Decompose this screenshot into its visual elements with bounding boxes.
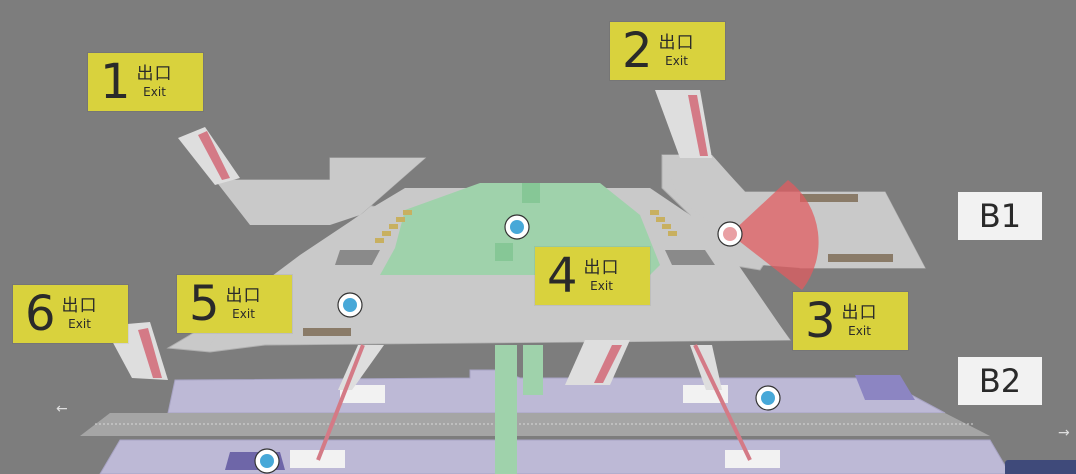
stairwell	[335, 250, 380, 265]
elevator-shaft	[495, 345, 517, 474]
stairwell	[665, 250, 715, 265]
exit-label: 出口 Exit	[61, 296, 98, 331]
current-position-icon[interactable]	[717, 221, 743, 247]
exit-number: 4	[547, 248, 578, 304]
exit-label-en: Exit	[143, 85, 166, 99]
exit-label: 出口 Exit	[225, 286, 262, 321]
exit-label: 出口 Exit	[136, 64, 173, 99]
location-pin-icon[interactable]	[254, 448, 280, 474]
exit-label-cjk: 出口	[658, 33, 695, 53]
exit-sign-4: 4 出口 Exit	[535, 247, 650, 305]
exit-sign-6: 6 出口 Exit	[13, 285, 128, 343]
ticket-gates-left	[375, 210, 412, 243]
b2-platform-upper	[167, 369, 946, 414]
exit-label-cjk: 出口	[61, 296, 98, 316]
elevator-icon	[855, 375, 915, 400]
exit-sign-3: 3 出口 Exit	[793, 292, 908, 350]
exit-label-cjk: 出口	[136, 64, 173, 84]
exit-label: 出口 Exit	[658, 33, 695, 68]
exit-2-stair	[655, 90, 712, 158]
b1-exit1-wing	[215, 158, 425, 225]
location-pin-icon[interactable]	[755, 385, 781, 411]
gate-block	[495, 243, 513, 261]
floor-label-b1: B1	[958, 192, 1042, 240]
b2-stair-landing	[725, 450, 780, 468]
b1-marker	[828, 254, 893, 262]
location-pin-icon[interactable]	[337, 292, 363, 318]
elevator-shaft	[523, 345, 543, 395]
b1-marker	[303, 328, 351, 336]
exit-label-cjk: 出口	[841, 303, 878, 323]
exit-number: 5	[189, 276, 220, 332]
exit-number: 6	[25, 286, 56, 342]
direction-left: ←	[56, 401, 68, 417]
exit-sign-2: 2 出口 Exit	[610, 22, 725, 80]
stair-link-right	[690, 344, 752, 461]
view-cone	[730, 180, 819, 290]
exit-3-stair	[565, 340, 630, 385]
exit-label-en: Exit	[590, 279, 613, 293]
exit-label-en: Exit	[232, 307, 255, 321]
floor-label-b2: B2	[958, 357, 1042, 405]
exit-label-cjk: 出口	[225, 286, 262, 306]
corner-badge	[1005, 460, 1076, 474]
stair-link-left	[316, 344, 384, 461]
exit-1-stair	[178, 127, 240, 185]
b1-marker	[800, 194, 858, 202]
location-pin-icon[interactable]	[504, 214, 530, 240]
exit-label-en: Exit	[68, 317, 91, 331]
exit-number: 2	[622, 23, 653, 79]
exit-sign-1: 1 出口 Exit	[88, 53, 203, 111]
exit-label-en: Exit	[848, 324, 871, 338]
gate-block	[522, 183, 540, 203]
exit-label-en: Exit	[665, 54, 688, 68]
direction-right: →	[1058, 425, 1070, 441]
exit-label: 出口 Exit	[583, 258, 620, 293]
exit-number: 3	[805, 293, 836, 349]
exit-number: 1	[100, 54, 131, 110]
ticket-gates-right	[650, 210, 677, 236]
arrow-left-icon: ←	[56, 401, 68, 417]
exit-label: 出口 Exit	[841, 303, 878, 338]
arrow-right-icon: →	[1058, 425, 1070, 441]
exit-label-cjk: 出口	[583, 258, 620, 278]
exit-sign-5: 5 出口 Exit	[177, 275, 292, 333]
